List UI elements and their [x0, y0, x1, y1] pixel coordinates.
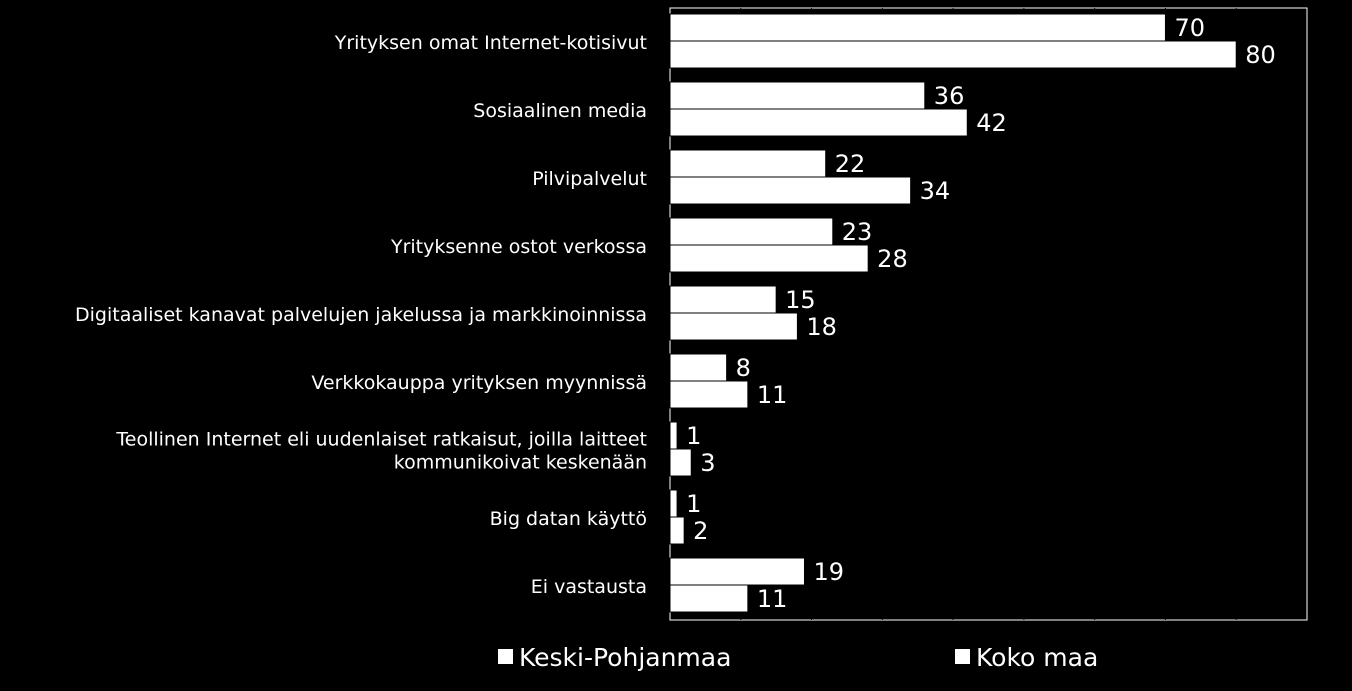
bar-koko-maa [669, 380, 749, 409]
bar-keski-pohjanmaa [669, 149, 827, 178]
bar-koko-maa [669, 516, 685, 545]
legend-label: Koko maa [976, 643, 1098, 672]
legend: Keski-Pohjanmaa Koko maa [498, 643, 1098, 672]
bar-koko-maa [669, 312, 798, 341]
data-label: 11 [757, 381, 788, 409]
data-label: 80 [1245, 41, 1276, 69]
data-label: 36 [934, 82, 965, 110]
data-label: 11 [757, 585, 788, 613]
category-label: Pilvipalvelut [532, 168, 647, 190]
legend-label: Keski-Pohjanmaa [519, 643, 731, 672]
data-label: 15 [785, 286, 816, 314]
category-label: Ei vastausta [531, 576, 647, 598]
legend-swatch [498, 649, 513, 664]
category-label: kommunikoivat keskenään [394, 452, 647, 474]
bars [669, 13, 1237, 613]
category-label: Teollinen Internet eli uudenlaiset ratka… [115, 429, 647, 451]
category-label: Big datan käyttö [490, 508, 647, 530]
bar-koko-maa [669, 584, 749, 613]
category-label: Yrityksenne ostot verkossa [390, 236, 647, 258]
category-label: Digitaaliset kanavat palvelujen jakeluss… [75, 304, 647, 326]
bar-koko-maa [669, 108, 968, 137]
legend-swatch [955, 649, 970, 664]
bar-koko-maa [669, 244, 869, 273]
data-label: 23 [842, 218, 873, 246]
bar-keski-pohjanmaa [669, 421, 678, 450]
category-labels: Yrityksen omat Internet-kotisivut Sosiaal… [75, 32, 647, 598]
data-label: 34 [920, 177, 951, 205]
data-label: 2 [693, 517, 708, 545]
bar-keski-pohjanmaa [669, 217, 834, 246]
data-label: 22 [835, 150, 866, 178]
category-label: Yrityksen omat Internet-kotisivut [334, 32, 647, 54]
data-label: 19 [813, 558, 844, 586]
data-label: 8 [736, 354, 751, 382]
data-label: 1 [686, 422, 701, 450]
bar-keski-pohjanmaa [669, 13, 1166, 42]
bar-koko-maa [669, 40, 1237, 69]
category-label: Verkkokauppa yrityksen myynnissä [311, 372, 647, 394]
bar-koko-maa [669, 448, 692, 477]
category-label: Sosiaalinen media [473, 100, 647, 122]
bar-keski-pohjanmaa [669, 489, 678, 518]
bar-keski-pohjanmaa [669, 353, 728, 382]
data-label: 28 [877, 245, 908, 273]
bar-koko-maa [669, 176, 912, 205]
data-label: 42 [976, 109, 1007, 137]
data-label: 70 [1174, 14, 1205, 42]
bar-keski-pohjanmaa [669, 81, 926, 110]
data-label: 1 [686, 490, 701, 518]
bar-keski-pohjanmaa [669, 557, 805, 586]
data-label: 3 [700, 449, 715, 477]
bar-keski-pohjanmaa [669, 285, 777, 314]
data-label: 18 [806, 313, 837, 341]
